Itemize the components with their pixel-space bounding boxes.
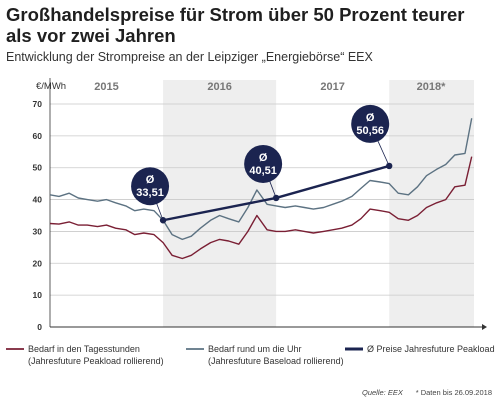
average-badge-value: 33,51 bbox=[136, 187, 164, 199]
y-axis: 0 10 20 30 40 50 60 70 €/MWh bbox=[33, 78, 487, 332]
y-tick-label: 70 bbox=[33, 99, 43, 109]
year-label: 2018* bbox=[417, 81, 446, 93]
y-tick-label: 40 bbox=[33, 195, 43, 205]
average-badge-symbol: Ø bbox=[146, 174, 155, 186]
legend-item-peakload-label: Bedarf in den Tagesstunden bbox=[28, 344, 140, 354]
y-tick-label: 30 bbox=[33, 226, 43, 236]
average-badge-symbol: Ø bbox=[366, 112, 375, 124]
average-badge-value: 40,51 bbox=[249, 165, 277, 177]
average-badge bbox=[131, 167, 170, 206]
x-axis-arrow bbox=[482, 324, 487, 330]
y-tick-label: 50 bbox=[33, 163, 43, 173]
series-lines bbox=[49, 118, 473, 260]
peakload-line bbox=[49, 156, 473, 260]
legend-item-baseload-label-detail: (Jahresfuture Baseload rollierend) bbox=[208, 356, 344, 366]
year-labels: 2015 2016 2017 2018* bbox=[94, 81, 446, 93]
average-badge-symbol: Ø bbox=[259, 152, 268, 164]
average-badge bbox=[244, 144, 283, 183]
y-tick-label: 60 bbox=[33, 131, 43, 141]
year-label: 2015 bbox=[94, 81, 118, 93]
baseload-line bbox=[49, 118, 473, 241]
chart-title: Großhandelspreise für Strom über 50 Proz… bbox=[6, 4, 465, 46]
source-note: Quelle: EEX bbox=[362, 388, 403, 397]
year-band bbox=[389, 80, 474, 327]
year-label: 2017 bbox=[320, 81, 344, 93]
legend-item-peakload-label-detail: (Jahresfuture Peakload rollierend) bbox=[28, 356, 164, 366]
legend-item-baseload-label: Bedarf rund um die Uhr bbox=[208, 344, 302, 354]
chart-subtitle: Entwicklung der Strompreise an der Leipz… bbox=[6, 50, 373, 64]
y-axis-label: €/MWh bbox=[36, 81, 66, 92]
year-band bbox=[163, 80, 277, 327]
legend: Bedarf in den Tagesstunden (Jahresfuture … bbox=[6, 344, 495, 366]
average-badge bbox=[351, 104, 390, 143]
average-badge-value: 50,56 bbox=[356, 125, 384, 137]
year-label: 2016 bbox=[207, 81, 231, 93]
y-tick-label: 10 bbox=[33, 290, 43, 300]
legend-item-average-label: Ø Preise Jahresfuture Peakload bbox=[367, 344, 495, 354]
y-tick-label: 20 bbox=[33, 258, 43, 268]
y-tick-label: 0 bbox=[37, 322, 42, 332]
year-bands bbox=[163, 80, 474, 327]
date-footnote: * Daten bis 26.09.2018 bbox=[415, 388, 492, 397]
